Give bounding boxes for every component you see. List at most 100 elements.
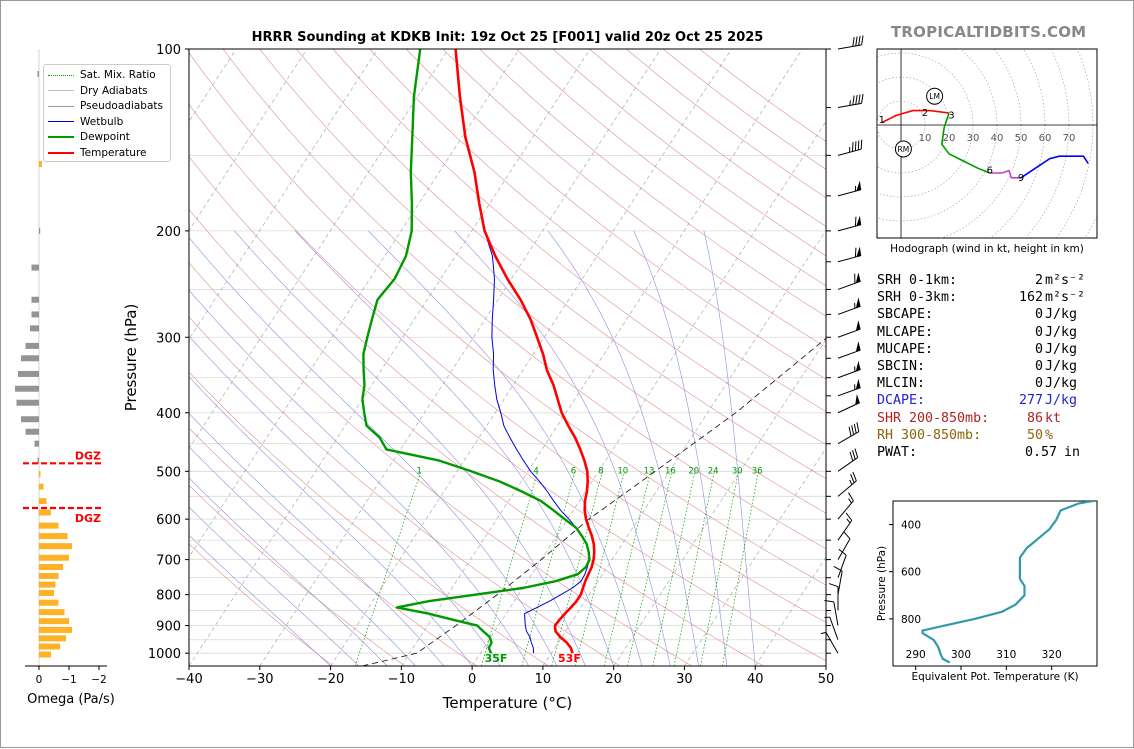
mixing-ratio-label: 1 (417, 467, 422, 477)
wind-barb-pennant (855, 378, 861, 390)
omega-bar (31, 264, 39, 271)
x-tick-label: 30 (676, 672, 693, 687)
dry-adiabat-line (296, 49, 826, 479)
wind-barb (837, 180, 862, 197)
mixing-ratio-line (700, 471, 739, 666)
theta-e-x-axis-label: Equivalent Pot. Temperature (K) (911, 671, 1078, 683)
omega-bar (39, 498, 47, 505)
parameter-row: MUCAPE: 0 J/kg (877, 342, 1117, 359)
wind-barb (837, 272, 861, 290)
dry-adiabat-line (189, 427, 477, 666)
parameter-row: SRH 0-1km: 2 m²s⁻² (877, 273, 1117, 290)
hodograph-ring-label: 60 (1039, 133, 1052, 144)
wind-barb-flag (860, 139, 863, 150)
theta-e-frame (892, 500, 1098, 667)
legend-entry: Temperature (48, 146, 147, 160)
isotherm-line (189, 49, 520, 558)
omega-bar (25, 428, 39, 435)
legend-swatch (48, 121, 74, 122)
parameter-value: 86 (1026, 410, 1043, 426)
mixing-ratio-line (627, 471, 673, 666)
wind-barb-staff (829, 617, 839, 640)
legend-entry: Pseudoadiabats (48, 99, 163, 113)
parameter-label: MLCIN: (877, 376, 926, 392)
wind-barb-halfflag (846, 518, 851, 524)
x-tick-label: −10 (388, 672, 415, 687)
parameter-value: 0 (1034, 359, 1043, 374)
omega-bar (39, 635, 66, 642)
wind-barb-halfflag (848, 498, 852, 504)
wind-barb (824, 616, 839, 640)
parameter-value: 162 (1018, 290, 1043, 306)
x-tick-label: 50 (818, 672, 835, 687)
wind-barb-flag (854, 273, 856, 284)
omega-bar (39, 533, 68, 540)
mixing-ratio-label: 36 (752, 467, 763, 477)
parameter-label: SBCIN: (877, 359, 926, 374)
wind-barb-flag (843, 531, 851, 540)
mixing-ratio-line (480, 471, 538, 666)
wind-barb (837, 35, 864, 50)
dry-adiabat-line (222, 49, 826, 550)
parameter-row: SBCIN: 0 J/kg (877, 359, 1117, 376)
parameter-row: SHR 200-850mb: 86 kt (877, 411, 1117, 428)
hodograph-frame (876, 48, 1098, 239)
x-tick-label: 10 (535, 672, 552, 687)
omega-bar (39, 509, 51, 516)
y-tick-label: 100 (156, 43, 181, 58)
omega-bar (39, 589, 54, 596)
pseudoadiabat-line (547, 230, 699, 666)
parameter-label: SHR 200-850mb: (877, 410, 990, 426)
mixing-ratio-line (354, 471, 422, 666)
wind-barb (837, 378, 861, 397)
hodograph-segment (989, 169, 1021, 179)
wind-barb-flag (824, 600, 834, 603)
isotherm-line (542, 229, 826, 666)
parameter-unit: J/kg (1045, 341, 1078, 357)
mixing-ratio-label: 8 (598, 467, 603, 477)
x-tick-label: −30 (246, 672, 273, 687)
wind-barb-pennant (855, 297, 861, 308)
dry-adiabat-line (189, 52, 826, 586)
theta-e-x-tick-label: 290 (906, 649, 926, 661)
wind-barb (837, 422, 860, 445)
isotherm-line (259, 49, 662, 666)
omega-bar (39, 563, 63, 570)
dry-adiabat-line (189, 103, 826, 623)
wind-barb-staff (837, 538, 851, 560)
parameter-label: SRH 0-1km: (877, 273, 958, 288)
surface-dewpoint-label: 35F (485, 652, 508, 665)
wind-barb-flag (853, 423, 857, 434)
wind-barb-staff (837, 369, 861, 379)
wind-barb-flag (845, 512, 853, 521)
x-tick-label: 20 (605, 672, 622, 687)
wind-barb (833, 566, 843, 595)
wind-barb-flag (854, 247, 857, 258)
wind-barb-staff (837, 431, 860, 445)
isotherm-line (401, 49, 803, 666)
wind-barb-flag (861, 35, 864, 45)
wind-barb-staff (837, 520, 853, 541)
hodograph-ring-label: 20 (943, 133, 956, 144)
omega-bar (16, 399, 39, 406)
y-tick-label: 500 (156, 465, 181, 480)
wind-barb-pennant (855, 360, 861, 372)
x-tick-label: 0 (468, 672, 476, 687)
omega-bar (34, 440, 39, 447)
wind-barb-halfflag (824, 616, 830, 618)
pseudoadiabat-line (189, 376, 473, 666)
omega-bar (39, 227, 41, 234)
pseudoadiabat-line (234, 230, 586, 666)
theta-e-x-tick-label: 310 (996, 649, 1016, 661)
hodograph-caption: Hodograph (wind in kt, height in km) (890, 243, 1084, 255)
legend-entry: Dry Adiabats (48, 84, 148, 98)
legend-label: Dewpoint (80, 131, 130, 143)
omega-tick-label: −2 (91, 674, 106, 686)
wind-barb (837, 512, 853, 541)
wind-barb (820, 631, 839, 654)
wind-barb-staff (833, 601, 839, 626)
parameter-label: DCAPE: (877, 393, 926, 409)
parameter-unit: J/kg (1045, 359, 1078, 374)
wind-barb-flag (855, 36, 858, 46)
